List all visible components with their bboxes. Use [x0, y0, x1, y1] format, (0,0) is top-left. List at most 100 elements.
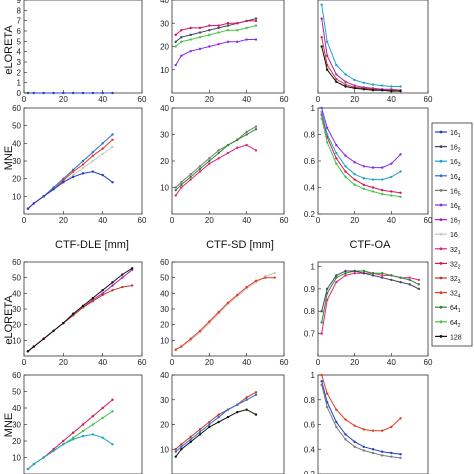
series-point — [320, 110, 323, 114]
series-point — [101, 289, 104, 292]
y-tick-label: 1 — [311, 371, 316, 380]
y-tick-label: 60 — [160, 258, 169, 267]
x-tick-label: 60 — [424, 358, 433, 367]
series-point — [236, 40, 239, 44]
series-point — [245, 19, 248, 23]
legend-label: 161 — [450, 130, 461, 139]
series-point — [81, 159, 85, 163]
series-point — [353, 445, 356, 448]
series-point — [362, 81, 366, 84]
legend-marker — [439, 130, 443, 134]
series-point — [325, 405, 329, 409]
y-tick-label: 20 — [12, 437, 21, 446]
series-point — [335, 162, 338, 165]
series-point — [344, 175, 347, 179]
legend-marker — [439, 262, 443, 265]
series-point — [380, 276, 384, 279]
series-line — [175, 126, 257, 188]
row-label-0: eLORETA — [3, 25, 15, 75]
legend-marker — [439, 159, 443, 163]
legend-marker — [439, 276, 443, 280]
series-point — [371, 448, 375, 451]
series-point — [174, 188, 177, 192]
series-point — [81, 434, 85, 438]
legend-label: 164 — [450, 174, 461, 183]
x-tick-label: 60 — [424, 216, 433, 225]
y-tick-label: 7 — [17, 17, 22, 26]
series-point — [198, 170, 202, 173]
series-point — [320, 332, 323, 335]
series-point — [189, 438, 192, 441]
series-point — [335, 63, 338, 67]
series-point — [371, 190, 375, 193]
x-tick-label: 20 — [350, 358, 359, 367]
series-point — [226, 40, 230, 44]
series-point — [362, 187, 366, 191]
series-point — [121, 273, 124, 276]
series-point — [26, 207, 30, 210]
series-point — [325, 287, 329, 291]
series-point — [198, 47, 202, 51]
y-tick-label: 1 — [311, 104, 316, 113]
y-tick-label: 50 — [12, 388, 21, 397]
series-point — [189, 337, 192, 340]
column-title-oa: CTF-OA — [350, 239, 392, 251]
series-point — [273, 276, 276, 279]
series-line — [175, 128, 257, 191]
series-point — [320, 45, 323, 48]
series-point — [198, 433, 202, 436]
series-point — [335, 77, 338, 81]
series-point — [417, 287, 421, 291]
axes-frame — [317, 0, 429, 94]
y-tick-label: 0.6 — [304, 157, 316, 166]
series-point — [408, 278, 411, 282]
series-line — [321, 374, 401, 432]
y-tick-label: 30 — [160, 131, 169, 140]
panel-r3c0: 10 20 30 40 50 60 — [12, 371, 143, 474]
series-point — [380, 274, 384, 277]
series-point — [380, 271, 384, 275]
series-line — [321, 4, 401, 87]
legend-marker — [439, 145, 443, 149]
series-point — [264, 276, 267, 279]
series-point — [390, 89, 393, 93]
series-point — [380, 178, 384, 181]
series-point — [208, 24, 211, 27]
series-point — [198, 26, 202, 30]
series-point — [399, 170, 402, 173]
x-tick-label: 40 — [242, 216, 251, 225]
legend-label-sub: 6 — [458, 206, 461, 212]
y-tick-label: 10 — [12, 192, 21, 201]
row-label-3: MNE — [3, 413, 15, 437]
series-point — [174, 448, 177, 451]
y-tick-label: 0.7 — [304, 330, 316, 339]
series-point — [91, 433, 95, 436]
y-tick-label: 30 — [12, 157, 21, 166]
x-tick-label: 0 — [316, 358, 321, 367]
series-point — [353, 84, 356, 87]
y-tick-label: 30 — [160, 396, 169, 405]
x-tick-label: 60 — [280, 358, 289, 367]
axes-frame — [171, 0, 285, 94]
series-point — [208, 423, 211, 426]
series-point — [344, 80, 347, 84]
y-tick-label: 8 — [17, 6, 22, 15]
series-point — [399, 453, 402, 456]
x-tick-label: 40 — [98, 95, 107, 104]
series-point — [26, 467, 30, 471]
series-line — [321, 381, 401, 455]
series-point — [180, 54, 183, 57]
series-point — [26, 91, 30, 95]
y-tick-label: 5 — [17, 37, 22, 46]
series-point — [254, 393, 258, 396]
series-point — [320, 106, 323, 110]
row-label-2: eLORETA — [3, 295, 15, 345]
series-point — [236, 410, 239, 414]
panel-r0c2: 0 20 40 60 — [316, 0, 433, 104]
series-point — [91, 423, 95, 426]
series-point — [111, 289, 114, 292]
legend-label: 165 — [450, 188, 461, 197]
series-point — [226, 24, 230, 27]
y-tick-label: 50 — [12, 122, 21, 131]
series-point — [320, 379, 323, 383]
